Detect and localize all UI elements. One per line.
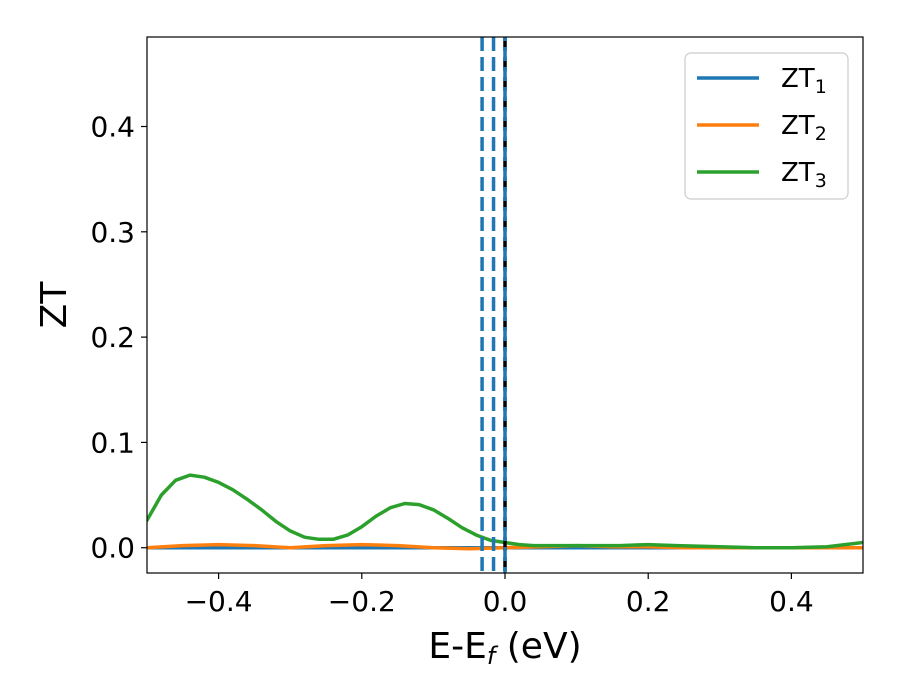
legend-label-zt1: ZT1 xyxy=(781,64,827,98)
legend-box xyxy=(684,52,849,200)
legend-label-zt2: ZT2 xyxy=(781,111,827,145)
y-tick-label: 0.1 xyxy=(90,426,135,459)
y-tick-label: 0.3 xyxy=(90,216,135,249)
y-axis-label: ZT xyxy=(34,281,75,329)
legend: ZT1 ZT2 ZT3 xyxy=(684,52,849,200)
x-axis-ticks: −0.4 −0.2 0.0 0.2 0.4 xyxy=(185,573,814,618)
x-tick-label: 0.2 xyxy=(626,585,671,618)
x-axis-label: E-Ef (eV) xyxy=(428,626,581,670)
y-tick-label: 0.4 xyxy=(90,111,135,144)
y-tick-label: 0.0 xyxy=(90,532,135,565)
x-tick-label: −0.2 xyxy=(328,585,396,618)
x-tick-label: 0.0 xyxy=(483,585,528,618)
legend-label-zt3: ZT3 xyxy=(781,158,827,192)
y-tick-label: 0.2 xyxy=(90,321,135,354)
series-line-zt3 xyxy=(147,473,863,550)
x-tick-label: −0.4 xyxy=(185,585,253,618)
vertical-lines xyxy=(480,37,507,573)
y-axis-ticks: 0.0 0.1 0.2 0.3 0.4 xyxy=(90,111,147,565)
x-tick-label: 0.4 xyxy=(769,585,814,618)
